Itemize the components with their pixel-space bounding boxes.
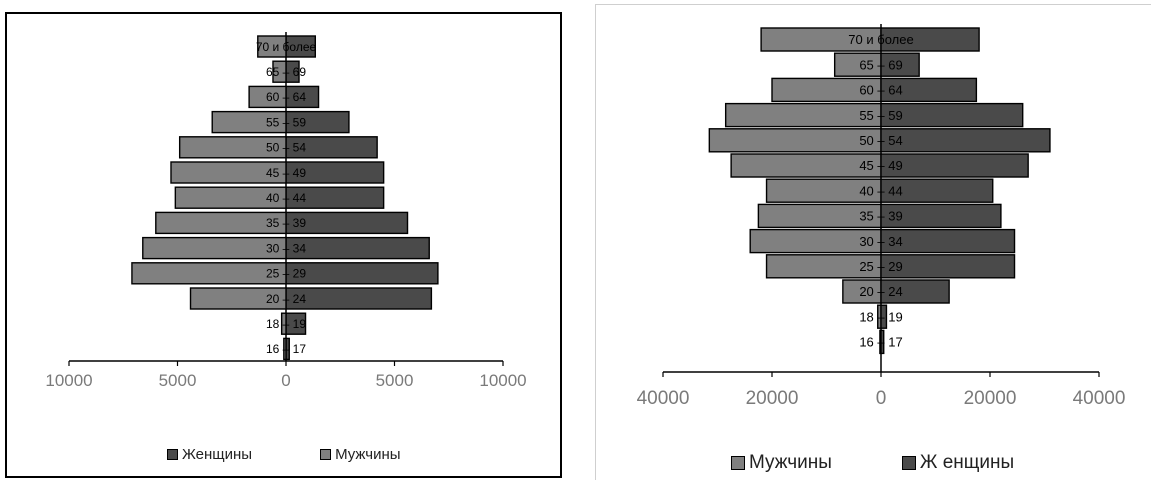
bar-left-0 bbox=[257, 35, 287, 58]
category-label: 70 и более bbox=[848, 32, 913, 47]
legend-label-men-left: Мужчины bbox=[335, 446, 401, 463]
legend-right: Мужчины Ж енщины bbox=[731, 452, 1014, 474]
pyramid-chart-left: 10000 5000 0 5000 10000 70 и более 65 – 69 60 –… bbox=[45, 32, 527, 390]
bar-right-11 bbox=[880, 304, 888, 329]
x-tick-label: 10000 bbox=[45, 371, 92, 390]
category-label: 55 – 59 bbox=[266, 115, 306, 129]
legend-left: Женщины Мужчины bbox=[167, 446, 401, 463]
bar-left-4 bbox=[178, 136, 287, 159]
bar-right-0 bbox=[880, 27, 980, 52]
bar-right-3 bbox=[880, 102, 1024, 128]
bar-right-5 bbox=[880, 153, 1029, 178]
category-label: 45 – 49 bbox=[266, 166, 306, 180]
category-label: 20 – 24 bbox=[859, 284, 902, 299]
bar-left-6 bbox=[174, 186, 287, 209]
legend-swatch-men-left bbox=[320, 449, 332, 460]
legend-label-men-right: Мужчины bbox=[749, 452, 832, 473]
category-label: 65 – 69 bbox=[859, 57, 902, 72]
bar-right-10 bbox=[880, 279, 950, 304]
bar-right-7 bbox=[880, 203, 1002, 229]
category-label: 30 – 34 bbox=[859, 234, 902, 249]
category-label: 55 – 59 bbox=[859, 108, 902, 123]
category-label: 30 – 34 bbox=[266, 241, 306, 255]
x-tick-label: 0 bbox=[281, 371, 290, 390]
bar-right-8 bbox=[880, 228, 1016, 254]
bar-left-8 bbox=[142, 236, 287, 260]
x-tick-label: 10000 bbox=[479, 371, 526, 390]
category-label: 65 – 69 bbox=[266, 65, 306, 79]
x-tick-label: 20000 bbox=[964, 388, 1017, 409]
category-label: 16 – 17 bbox=[266, 342, 306, 356]
category-label: 70 и более bbox=[256, 40, 317, 54]
bar-right-4 bbox=[880, 128, 1051, 153]
legend-label-women-right: Ж енщины bbox=[919, 452, 1015, 473]
bar-left-12 bbox=[283, 337, 287, 361]
category-label: 40 – 44 bbox=[266, 191, 306, 205]
x-tick-label: 5000 bbox=[159, 371, 197, 390]
bar-left-7 bbox=[155, 211, 287, 235]
bar-left-9 bbox=[131, 262, 287, 285]
category-label: 60 – 64 bbox=[859, 83, 902, 98]
category-label: 35 – 39 bbox=[266, 216, 306, 230]
bar-right-9 bbox=[880, 254, 1016, 279]
bar-left-2 bbox=[248, 85, 287, 109]
chart-panel-left: 10000 5000 0 5000 10000 70 и более 65 – 69 60 –… bbox=[5, 12, 562, 478]
bar-right-9 bbox=[285, 262, 439, 285]
category-label: 25 – 29 bbox=[266, 267, 306, 281]
bar-right-8 bbox=[285, 236, 430, 260]
category-label: 50 – 54 bbox=[266, 141, 306, 155]
bar-right-2 bbox=[880, 77, 978, 103]
category-label: 35 – 39 bbox=[859, 209, 902, 224]
legend-swatch-women-left bbox=[167, 449, 178, 460]
x-tick-label: 40000 bbox=[1073, 388, 1126, 409]
chart-panel-right: 40000 20000 0 20000 40000 70 и более 65 – 69 60… bbox=[595, 4, 1151, 480]
x-tick-label: 5000 bbox=[376, 371, 414, 390]
category-label: 45 – 49 bbox=[859, 158, 902, 173]
bar-left-3 bbox=[211, 110, 287, 134]
x-tick-label: 40000 bbox=[637, 388, 690, 409]
bar-left-11 bbox=[280, 312, 287, 335]
bar-left-5 bbox=[170, 161, 287, 184]
legend-swatch-men-right bbox=[731, 456, 745, 470]
category-label: 40 – 44 bbox=[859, 183, 902, 198]
category-label: 50 – 54 bbox=[859, 133, 902, 148]
bar-right-1 bbox=[880, 52, 920, 77]
bar-left-10 bbox=[189, 287, 287, 310]
bar-right-10 bbox=[285, 287, 433, 310]
bar-left-3 bbox=[724, 102, 882, 128]
category-label: 25 – 29 bbox=[859, 259, 902, 274]
category-label: 18 – 19 bbox=[859, 309, 902, 324]
category-label: 60 – 64 bbox=[266, 90, 306, 104]
x-tick-label: 20000 bbox=[746, 388, 799, 409]
bar-left-1 bbox=[272, 60, 287, 83]
category-label: 20 – 24 bbox=[266, 292, 306, 306]
category-label: 16 – 17 bbox=[859, 335, 902, 350]
bar-right-12 bbox=[880, 329, 885, 355]
bar-left-4 bbox=[708, 128, 882, 153]
category-label: 18 – 19 bbox=[266, 317, 306, 331]
bar-right-6 bbox=[880, 178, 994, 203]
pyramid-chart-right: 40000 20000 0 20000 40000 70 и более 65 – 69 60… bbox=[637, 24, 1126, 409]
legend-swatch-women-right bbox=[901, 456, 916, 470]
legend-label-women-left: Женщины bbox=[182, 446, 253, 463]
x-tick-label: 0 bbox=[876, 388, 887, 409]
